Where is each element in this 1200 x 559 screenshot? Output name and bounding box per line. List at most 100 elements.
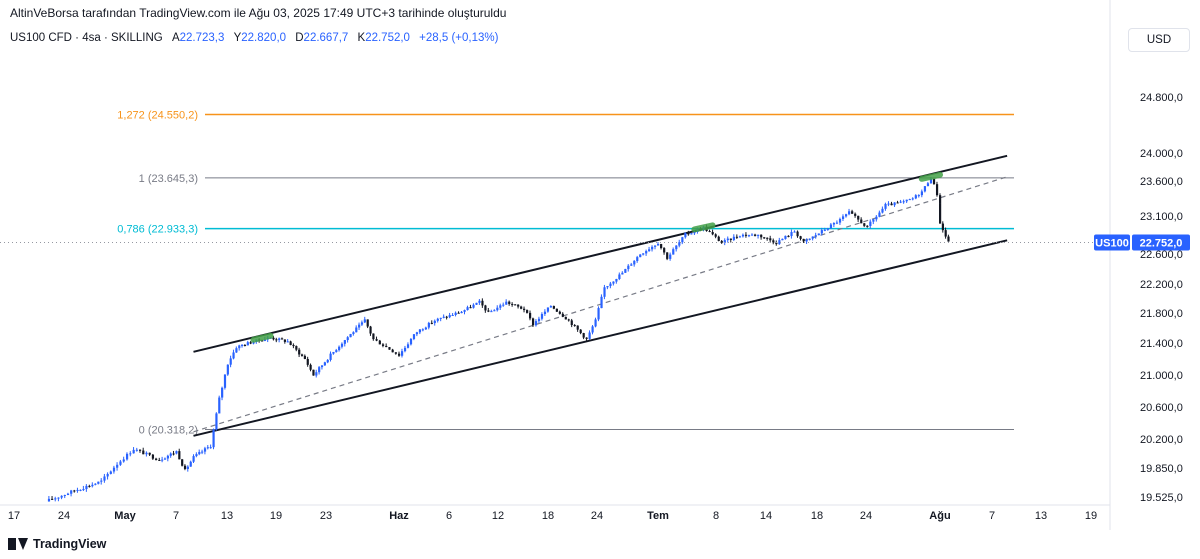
candle-body-171: [555, 308, 558, 312]
candle-body-72: [263, 339, 267, 341]
candle-body-192: [618, 274, 621, 279]
candle-body-50: [201, 451, 204, 453]
candle-body-56: [218, 397, 221, 414]
candle-body-6: [66, 493, 70, 496]
candle-body-148: [487, 310, 490, 312]
tradingview-footer[interactable]: TradingView: [8, 537, 106, 551]
price-tick-21000: 21.000,0: [1140, 370, 1183, 382]
candle-body-247: [784, 235, 787, 239]
candle-body-297: [935, 184, 939, 196]
candle-body-301: [944, 230, 947, 237]
candle-body-199: [639, 254, 642, 258]
candle-body-211: [675, 245, 678, 250]
candle-body-179: [579, 329, 582, 334]
tradingview-logo-icon: [8, 538, 28, 550]
candle-body-63: [238, 345, 241, 349]
symbol-legend[interactable]: US100 CFD · 4sa · SKILLING A22.723,3 Y22…: [10, 32, 498, 44]
candle-body-51: [203, 448, 207, 452]
candle-body-143: [472, 304, 475, 308]
candle-body-164: [534, 321, 538, 326]
candle-body-15: [94, 483, 97, 485]
price-tick-19850: 19.850,0: [1140, 463, 1183, 475]
candle-body-42: [178, 451, 181, 460]
candle-body-60: [229, 358, 232, 365]
candle-body-66: [246, 342, 249, 346]
candle-body-5: [63, 495, 66, 497]
candle-body-98: [338, 346, 341, 351]
time-tick-1: 24: [58, 510, 70, 522]
close-value: 22.752,0: [365, 32, 410, 44]
candle-body-125: [418, 329, 422, 333]
candle-body-23: [119, 461, 122, 465]
candle-body-115: [388, 347, 391, 350]
time-tick-11: 24: [591, 510, 603, 522]
candle-body-82: [292, 344, 295, 347]
candle-body-29: [138, 449, 142, 451]
candle-body-106: [360, 322, 364, 325]
candle-body-4: [60, 495, 63, 498]
candle-body-222: [708, 231, 711, 233]
candle-body-254: [805, 239, 808, 242]
fib-label-0-786-22-933-3: 0,786 (22.933,3): [117, 224, 198, 236]
time-tick-13: 8: [713, 510, 719, 522]
candle-body-178: [576, 325, 579, 330]
candle-body-54: [212, 429, 215, 448]
candle-body-215: [687, 233, 690, 235]
candle-body-11: [82, 489, 85, 491]
candle-body-206: [660, 244, 663, 249]
candle-body-153: [502, 304, 505, 306]
candle-body-197: [633, 260, 636, 265]
candles: [47, 176, 950, 502]
candle-body-95: [329, 353, 332, 360]
candle-body-75: [272, 337, 275, 340]
candle-body-270: [854, 213, 857, 216]
candle-body-16: [97, 481, 100, 484]
candle-body-119: [400, 351, 404, 356]
candle-body-108: [366, 319, 369, 327]
candle-body-30: [142, 450, 145, 455]
candle-body-139: [460, 311, 463, 314]
candle-body-194: [624, 269, 627, 273]
candle-body-296: [932, 178, 936, 185]
candle-body-282: [890, 203, 893, 206]
candle-body-279: [881, 208, 884, 213]
candle-body-160: [523, 308, 526, 311]
candle-body-113: [381, 344, 385, 346]
candle-body-208: [666, 252, 669, 259]
candle-body-24: [122, 459, 125, 462]
candle-body-234: [744, 234, 748, 236]
candle-body-96: [332, 351, 335, 354]
candle-body-27: [132, 449, 135, 454]
candle-body-182: [588, 332, 591, 339]
candle-body-203: [651, 246, 654, 250]
parallel-channel[interactable]: [193, 154, 1008, 437]
candle-body-198: [636, 257, 639, 261]
low-value: 22.667,7: [303, 32, 349, 44]
candle-body-226: [720, 240, 723, 243]
candle-body-152: [499, 305, 502, 308]
fibonacci-levels[interactable]: 1,272 (24.550,2) 1 (23.645,3) 0,786 (22.93…: [117, 109, 1014, 437]
candle-body-202: [648, 249, 651, 252]
candle-body-204: [654, 245, 657, 247]
symbol-name[interactable]: US100 CFD · 4sa · SKILLING: [10, 32, 163, 44]
candle-body-121: [406, 344, 410, 348]
candle-body-87: [306, 358, 309, 365]
candle-body-14: [91, 484, 94, 487]
price-axis[interactable]: 24.800,0 24.000,0 23.600,0 23.100,0 22.600,0…: [1140, 92, 1183, 504]
candle-body-165: [537, 318, 541, 322]
time-axis[interactable]: 17 24 May 7 13 19 23 Haz 6 12 18 24 Tem 8 14 18 24 Ağu 7 13…: [8, 510, 1097, 522]
channel-lower-line: [193, 239, 1008, 437]
candle-body-131: [436, 318, 439, 321]
candle-body-67: [249, 342, 252, 344]
currency-button[interactable]: USD: [1128, 28, 1190, 52]
candle-body-55: [215, 413, 218, 430]
time-tick-6: 23: [320, 510, 332, 522]
last-price-marker: US100 22.752,0: [0, 234, 1190, 251]
price-tick-24000: 24.000,0: [1140, 148, 1183, 160]
candle-body-20: [109, 471, 112, 474]
candle-body-99: [340, 343, 344, 347]
time-tick-17: Ağu: [929, 510, 950, 522]
candle-body-170: [552, 306, 556, 309]
candle-body-64: [241, 344, 244, 346]
